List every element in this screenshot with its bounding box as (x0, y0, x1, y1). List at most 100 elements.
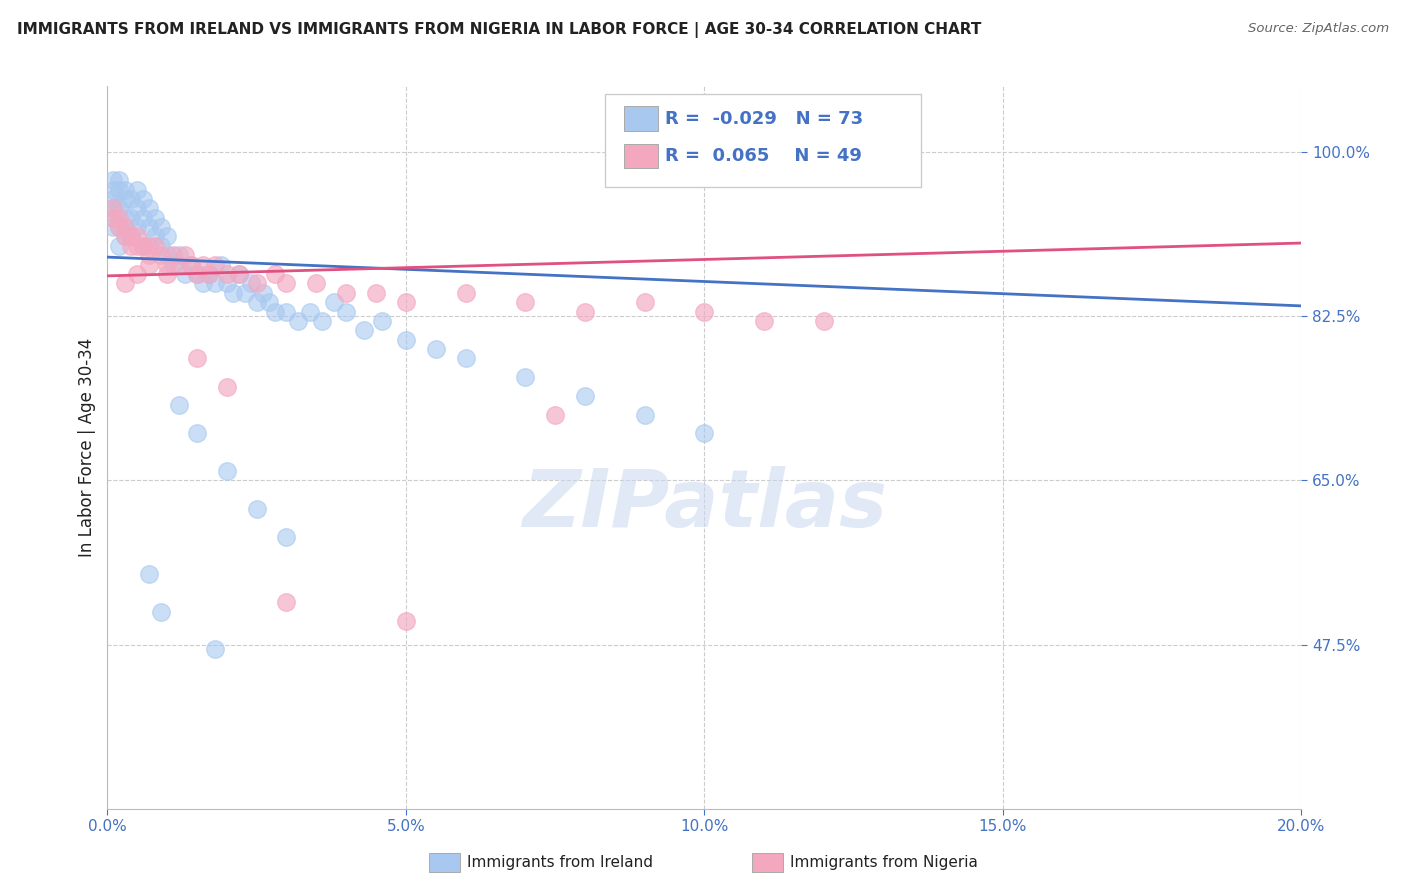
Point (114, 229, 136, 244)
Point (132, 239, 155, 253)
Point (263, 304, 285, 318)
Point (335, 285, 357, 300)
Point (167, 248, 190, 262)
Point (150, 220, 173, 235)
Point (156, 267, 179, 281)
Point (454, 351, 477, 366)
Point (574, 304, 596, 318)
Point (127, 267, 149, 281)
Point (114, 192, 136, 206)
Point (138, 258, 160, 272)
Point (150, 248, 173, 262)
Point (132, 239, 155, 253)
Point (239, 277, 262, 291)
Point (174, 267, 197, 281)
Point (215, 379, 238, 393)
Point (156, 258, 179, 272)
Point (574, 389, 596, 403)
Point (167, 258, 190, 272)
Point (186, 267, 208, 281)
Point (108, 239, 131, 253)
Point (257, 295, 280, 310)
Point (222, 285, 245, 300)
Point (198, 267, 221, 281)
Point (167, 398, 190, 412)
Text: Immigrants from Ireland: Immigrants from Ireland (467, 855, 652, 870)
Text: IMMIGRANTS FROM IRELAND VS IMMIGRANTS FROM NIGERIA IN LABOR FORCE | AGE 30-34 CO: IMMIGRANTS FROM IRELAND VS IMMIGRANTS FR… (17, 22, 981, 38)
Point (120, 229, 142, 244)
Point (215, 277, 238, 291)
Point (353, 323, 375, 337)
Point (108, 173, 131, 187)
Point (233, 285, 256, 300)
Point (132, 192, 155, 206)
Point (228, 267, 250, 281)
Point (108, 202, 131, 216)
Text: ZIPatlas: ZIPatlas (522, 467, 887, 544)
Point (103, 202, 125, 216)
Point (120, 229, 142, 244)
Text: R =  0.065    N = 49: R = 0.065 N = 49 (665, 147, 862, 165)
Point (425, 342, 447, 356)
Point (108, 220, 131, 235)
Point (103, 192, 125, 206)
Y-axis label: In Labor Force | Age 30-34: In Labor Force | Age 30-34 (79, 338, 96, 558)
Point (246, 295, 269, 310)
Point (127, 183, 149, 197)
Point (287, 314, 309, 328)
Point (276, 530, 298, 544)
Point (693, 426, 716, 441)
Point (191, 258, 214, 272)
Point (454, 285, 477, 300)
Point (127, 229, 149, 244)
Point (395, 614, 418, 628)
Point (103, 183, 125, 197)
Point (191, 277, 214, 291)
Point (204, 258, 226, 272)
Point (752, 314, 775, 328)
Text: R =  -0.029   N = 73: R = -0.029 N = 73 (665, 110, 863, 128)
Point (120, 192, 142, 206)
Point (132, 211, 155, 225)
Point (143, 239, 166, 253)
Point (143, 211, 166, 225)
Point (544, 408, 567, 422)
Point (103, 202, 125, 216)
Point (299, 304, 322, 318)
Point (108, 211, 131, 225)
Point (263, 267, 285, 281)
Point (127, 202, 149, 216)
Point (276, 304, 298, 318)
Point (305, 277, 328, 291)
Point (209, 258, 232, 272)
Point (114, 211, 136, 225)
Point (138, 220, 160, 235)
Point (103, 211, 125, 225)
Point (138, 239, 160, 253)
Point (103, 211, 125, 225)
Point (311, 314, 333, 328)
Point (138, 248, 160, 262)
Point (114, 183, 136, 197)
Point (114, 229, 136, 244)
Point (515, 370, 537, 384)
Point (634, 408, 657, 422)
Point (108, 183, 131, 197)
Point (103, 220, 125, 235)
Point (186, 351, 208, 366)
Point (246, 501, 269, 516)
Point (138, 202, 160, 216)
Point (198, 267, 221, 281)
Point (246, 277, 269, 291)
Point (204, 277, 226, 291)
Point (108, 220, 131, 235)
Point (127, 239, 149, 253)
Point (143, 229, 166, 244)
Point (174, 248, 197, 262)
Point (114, 220, 136, 235)
Text: Source: ZipAtlas.com: Source: ZipAtlas.com (1249, 22, 1389, 36)
Point (156, 229, 179, 244)
Point (186, 426, 208, 441)
Point (127, 220, 149, 235)
Point (276, 595, 298, 609)
